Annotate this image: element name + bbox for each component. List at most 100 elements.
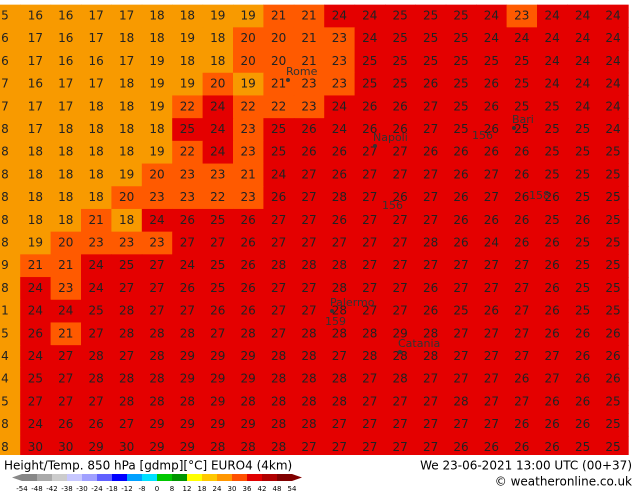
cell (20, 231, 52, 255)
value-label: 29 (149, 440, 164, 454)
value-label: 25 (605, 236, 620, 250)
cell (537, 118, 568, 142)
scale-swatch (97, 474, 112, 481)
value-label: 26 (301, 145, 316, 159)
color-scale: Height/Temp. 850 hPa [gdmp][°C] EURO4 (4… (0, 455, 636, 495)
value-label: 19 (180, 31, 195, 45)
value-label: 18 (28, 167, 43, 181)
cell (0, 299, 21, 323)
cell (597, 163, 629, 187)
value-label: 26 (605, 372, 620, 386)
cell (293, 322, 325, 346)
value-label: 25 (605, 304, 620, 318)
cell (50, 208, 82, 233)
cell (537, 72, 568, 96)
value-label: 27 (484, 281, 499, 295)
value-label: 5 (1, 326, 9, 340)
cell (415, 254, 447, 278)
cell (81, 277, 112, 301)
cell (537, 95, 568, 119)
cell (50, 50, 82, 74)
value-label: 28 (89, 372, 104, 386)
value-label: 23 (241, 145, 256, 159)
cell (415, 413, 447, 437)
cell (597, 254, 629, 278)
cell (0, 435, 21, 460)
value-label: 17 (28, 99, 43, 113)
value-label: 27 (545, 349, 560, 363)
value-label: 27 (453, 258, 468, 272)
value-label: 23 (332, 54, 347, 68)
cell (20, 254, 52, 278)
value-label: 17 (89, 9, 104, 23)
scale-label: -30 (76, 485, 87, 493)
value-label: 27 (393, 145, 408, 159)
cell (567, 118, 599, 142)
value-label: 27 (453, 281, 468, 295)
cell (354, 95, 386, 119)
cell (597, 140, 629, 165)
cell (202, 345, 234, 369)
cell (263, 345, 295, 369)
cell (50, 140, 82, 165)
cell (172, 390, 204, 414)
cell (506, 72, 538, 96)
cell (263, 208, 295, 233)
value-label: 25 (545, 213, 560, 227)
cell (324, 254, 356, 278)
cell (506, 231, 538, 255)
cell (81, 50, 112, 74)
value-label: 27 (119, 281, 134, 295)
cell (233, 186, 264, 210)
cell (172, 186, 204, 210)
cell (233, 299, 264, 323)
cell (20, 140, 52, 165)
value-label: 18 (149, 31, 164, 45)
cell (233, 231, 264, 255)
value-label: 28 (393, 372, 408, 386)
value-label: 28 (271, 258, 286, 272)
value-label: 24 (362, 31, 377, 45)
cell (172, 413, 204, 437)
cell (50, 435, 82, 460)
value-label: 25 (271, 145, 286, 159)
cell (293, 390, 325, 414)
value-label: 26 (545, 190, 560, 204)
value-label: 28 (453, 394, 468, 408)
value-label: 18 (28, 145, 43, 159)
value-label: 26 (393, 99, 408, 113)
contour-label: 156 (472, 129, 493, 142)
cell (385, 231, 416, 255)
cell (445, 254, 477, 278)
cell (141, 208, 173, 233)
cell (263, 140, 295, 165)
cell (111, 367, 143, 392)
value-label: 25 (362, 77, 377, 91)
cell (202, 231, 234, 255)
city-label: Napoli (373, 131, 408, 144)
cell (415, 163, 447, 187)
cell (385, 27, 416, 51)
value-label: 27 (362, 372, 377, 386)
value-label: 25 (393, 31, 408, 45)
cell (324, 72, 356, 96)
cell (172, 367, 204, 392)
value-label: 25 (575, 122, 590, 136)
cell (111, 231, 143, 255)
value-label: 25 (575, 236, 590, 250)
cell (293, 208, 325, 233)
cell (476, 299, 508, 323)
value-label: 18 (149, 122, 164, 136)
value-label: 25 (514, 54, 529, 68)
value-label: 24 (484, 9, 499, 23)
value-label: 27 (362, 190, 377, 204)
cell (354, 140, 386, 165)
cell (354, 118, 386, 142)
cell (50, 72, 82, 96)
cell (597, 367, 629, 392)
scale-label: 0 (155, 485, 159, 493)
value-label: 18 (149, 9, 164, 23)
cell (476, 208, 508, 233)
cell (324, 118, 356, 142)
